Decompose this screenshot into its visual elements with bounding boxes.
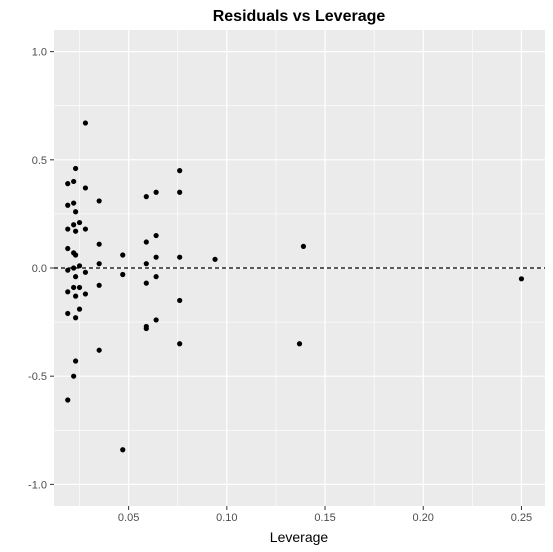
data-point [73, 293, 79, 299]
y-tick-label: 0.0 [32, 263, 47, 275]
data-point [177, 297, 183, 304]
data-point [177, 189, 183, 195]
data-point [65, 181, 71, 187]
data-point [177, 168, 183, 174]
data-point [143, 239, 149, 245]
x-tick-label: 0.10 [216, 512, 237, 524]
data-point [96, 241, 102, 247]
data-point [65, 267, 71, 273]
data-point [82, 269, 89, 275]
data-point [153, 189, 159, 195]
data-point [96, 198, 102, 204]
data-point [73, 252, 79, 258]
y-tick-label: -1.0 [28, 479, 47, 491]
data-point [65, 226, 71, 232]
data-points [65, 120, 525, 453]
data-point [177, 341, 183, 347]
data-point [153, 274, 159, 280]
data-point [71, 373, 77, 379]
data-point [73, 165, 79, 172]
data-point [71, 178, 77, 185]
data-point [65, 310, 71, 317]
data-point [71, 284, 77, 291]
data-point [82, 185, 89, 191]
data-point [120, 252, 126, 258]
data-point [153, 254, 159, 260]
data-point [82, 291, 89, 297]
data-point [82, 120, 89, 126]
data-point [143, 280, 149, 286]
data-point [518, 276, 525, 282]
x-axis-title: Leverage [270, 529, 329, 545]
data-point [76, 306, 83, 312]
data-point [76, 284, 83, 291]
x-tick-label: 0.20 [413, 512, 434, 524]
data-point [177, 254, 183, 260]
data-point [96, 282, 102, 288]
data-point [65, 397, 71, 403]
data-point [120, 271, 126, 278]
data-point [143, 194, 149, 200]
data-point [73, 209, 79, 215]
x-axis-ticks: 0.05 0.10 0.15 0.20 0.25 [118, 506, 532, 524]
y-tick-label: 0.5 [32, 155, 47, 167]
data-point [73, 228, 79, 234]
data-point [65, 245, 71, 252]
data-point [76, 263, 83, 269]
y-tick-label: 1.0 [32, 47, 47, 59]
data-point [153, 232, 159, 239]
data-point [300, 243, 307, 249]
data-point [71, 265, 77, 271]
chart-title: Residuals vs Leverage [213, 8, 386, 25]
x-tick-label: 0.15 [314, 512, 335, 524]
data-point [82, 226, 89, 232]
grid-lines [54, 30, 545, 506]
data-point [296, 341, 303, 347]
data-point [143, 325, 149, 332]
y-axis-ticks: -1.0 -0.5 0.0 0.5 1.0 [28, 47, 54, 491]
data-point [96, 347, 102, 353]
data-point [73, 274, 79, 280]
data-point [76, 219, 83, 226]
data-point [65, 202, 71, 208]
x-tick-label: 0.25 [511, 512, 532, 524]
y-tick-label: -0.5 [28, 371, 47, 383]
data-point [65, 289, 71, 295]
data-point [71, 222, 77, 228]
data-point [143, 261, 149, 267]
data-point [71, 200, 77, 206]
x-tick-label: 0.05 [118, 512, 139, 524]
data-point [96, 261, 102, 267]
data-point [73, 315, 79, 321]
data-point [212, 256, 218, 262]
data-point [120, 447, 126, 453]
data-point [73, 358, 79, 364]
data-point [153, 317, 159, 323]
